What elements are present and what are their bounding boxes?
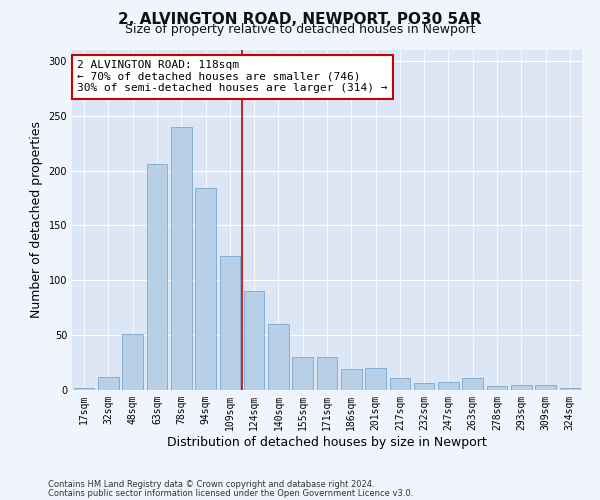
Bar xyxy=(171,127,191,390)
Bar xyxy=(535,384,556,390)
Text: 2, ALVINGTON ROAD, NEWPORT, PO30 5AR: 2, ALVINGTON ROAD, NEWPORT, PO30 5AR xyxy=(118,12,482,28)
Bar xyxy=(487,386,508,390)
Bar xyxy=(244,292,265,390)
Bar xyxy=(463,378,483,390)
Bar xyxy=(122,334,143,390)
Bar xyxy=(146,164,167,390)
Bar xyxy=(438,382,459,390)
Bar xyxy=(317,357,337,390)
Y-axis label: Number of detached properties: Number of detached properties xyxy=(30,122,43,318)
Bar xyxy=(511,384,532,390)
Bar xyxy=(560,388,580,390)
Bar xyxy=(268,324,289,390)
Text: Size of property relative to detached houses in Newport: Size of property relative to detached ho… xyxy=(125,22,475,36)
Text: Contains public sector information licensed under the Open Government Licence v3: Contains public sector information licen… xyxy=(48,488,413,498)
Bar xyxy=(195,188,216,390)
Bar xyxy=(414,384,434,390)
Bar xyxy=(74,388,94,390)
X-axis label: Distribution of detached houses by size in Newport: Distribution of detached houses by size … xyxy=(167,436,487,448)
Bar xyxy=(220,256,240,390)
Bar xyxy=(292,357,313,390)
Bar xyxy=(389,378,410,390)
Bar xyxy=(98,377,119,390)
Bar xyxy=(341,369,362,390)
Text: Contains HM Land Registry data © Crown copyright and database right 2024.: Contains HM Land Registry data © Crown c… xyxy=(48,480,374,489)
Bar xyxy=(365,368,386,390)
Text: 2 ALVINGTON ROAD: 118sqm
← 70% of detached houses are smaller (746)
30% of semi-: 2 ALVINGTON ROAD: 118sqm ← 70% of detach… xyxy=(77,60,388,94)
